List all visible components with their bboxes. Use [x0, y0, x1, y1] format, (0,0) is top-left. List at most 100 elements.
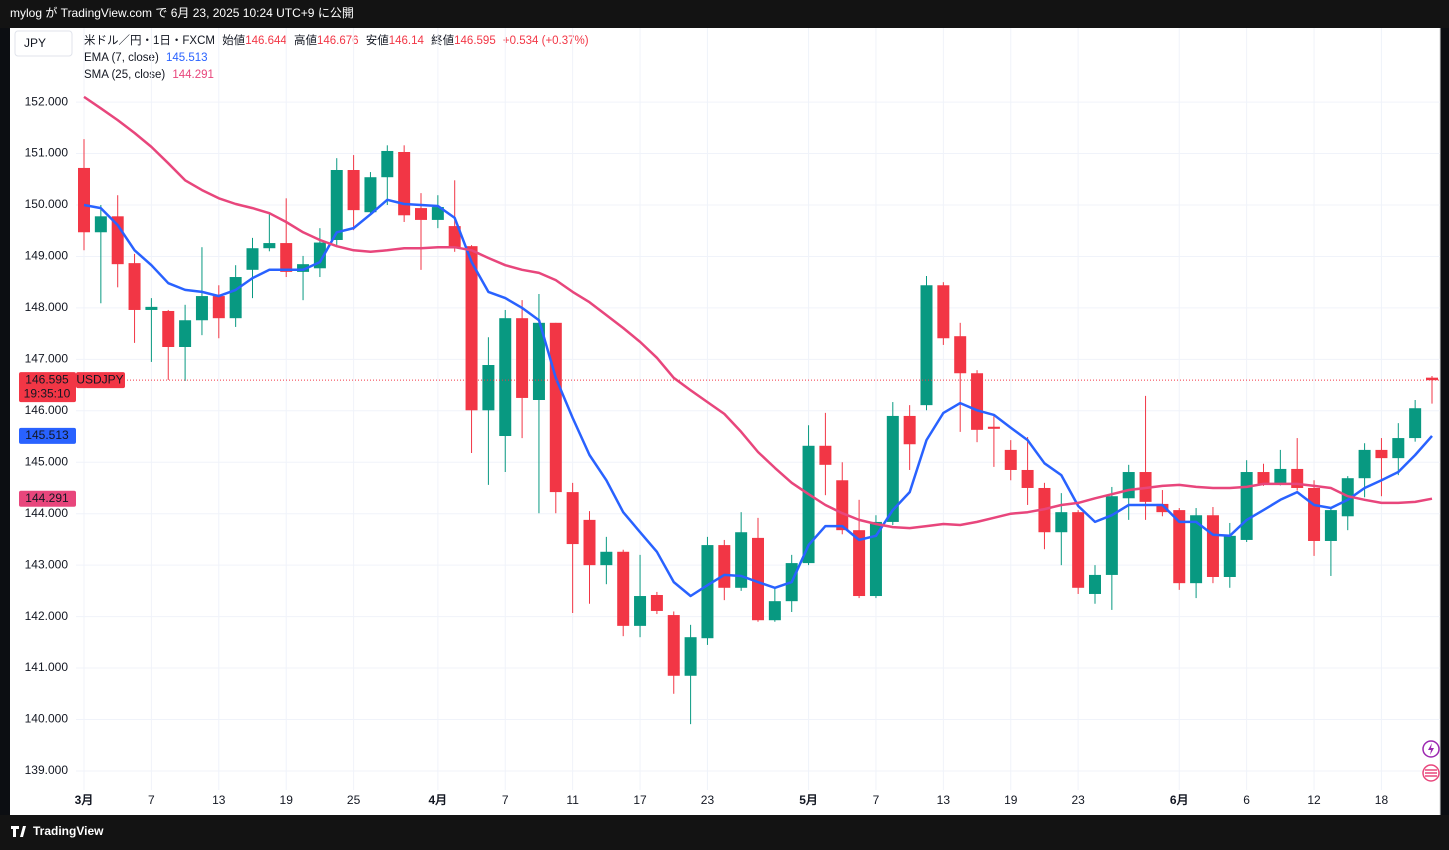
candle-body: [650, 594, 663, 611]
candle-body: [583, 519, 596, 566]
candle-body: [886, 415, 899, 522]
candle-body: [566, 492, 579, 545]
y-tick-label: 143.000: [25, 557, 69, 571]
legend-ohlc: 米ドル／円・1日・FXCM 始値146.644 高値146.676 安値146.…: [84, 33, 589, 47]
candle-body: [229, 277, 242, 319]
y-tick-label: 142.000: [25, 609, 69, 623]
y-tick-label: 145.000: [25, 454, 69, 468]
candle-body: [1122, 472, 1135, 499]
x-tick-label: 23: [1071, 793, 1085, 807]
candle-body: [1156, 503, 1169, 513]
x-tick-label: 3月: [75, 793, 94, 807]
x-tick-label: 7: [502, 793, 509, 807]
candle-body: [1105, 496, 1118, 575]
candle-body: [145, 306, 158, 310]
y-tick-label: 150.000: [25, 197, 69, 211]
low-value: 146.14: [389, 35, 425, 47]
top-bar: [0, 0, 1449, 28]
indicator-tag-label: 144.291: [25, 491, 69, 505]
legend-name: EMA (7, close): [84, 52, 159, 64]
candle-body: [1426, 377, 1438, 381]
candle-body: [903, 415, 916, 445]
candle-body: [1324, 510, 1337, 541]
candle-body: [549, 322, 562, 493]
candle-body: [364, 177, 377, 213]
candle-body: [971, 373, 984, 430]
candle-body: [768, 601, 781, 621]
x-tick-label: 19: [1004, 793, 1018, 807]
candle-body: [532, 322, 545, 400]
candle-body: [246, 248, 259, 270]
logo-icon: [11, 826, 26, 837]
y-tick-label: 139.000: [25, 763, 69, 777]
candle-body: [617, 551, 630, 626]
legend-name: SMA (25, close): [84, 69, 165, 81]
high-label: 高値: [294, 33, 317, 47]
y-tick-label: 148.000: [25, 300, 69, 314]
symbol: 米ドル／円・1日・FXCM: [84, 34, 215, 47]
x-tick-label: 6: [1243, 793, 1250, 807]
candle-body: [195, 296, 208, 321]
candle-body: [297, 264, 310, 272]
event-icon-flag: [1425, 769, 1437, 777]
ticker: USDJPY: [76, 372, 123, 386]
candle-body: [802, 445, 815, 564]
candle-body: [634, 596, 647, 626]
candle-body: [465, 246, 478, 411]
candle-body: [1055, 512, 1068, 533]
candle-body: [684, 637, 697, 676]
footer-brand: TradingView: [33, 824, 104, 838]
y-tick-label: 140.000: [25, 712, 69, 726]
candle-body: [1173, 510, 1186, 584]
candle-body: [398, 151, 411, 216]
close-value: 146.595: [454, 35, 496, 47]
y-tick-label: 144.000: [25, 506, 69, 520]
candle-body: [752, 537, 764, 621]
candle-body: [701, 545, 714, 639]
candle-body: [482, 365, 495, 411]
candle-body: [1257, 472, 1270, 484]
candle-body: [1223, 535, 1236, 577]
candle-body: [987, 426, 1000, 429]
candle-body: [954, 336, 967, 374]
candle-body: [330, 170, 343, 240]
candle-body: [212, 296, 225, 319]
candle-body: [869, 521, 882, 597]
footer-bar: [0, 815, 1449, 850]
y-tick-label: 149.000: [25, 249, 69, 263]
close-label: 終値: [431, 33, 454, 47]
candle-body: [128, 263, 141, 310]
x-tick-label: 23: [701, 793, 715, 807]
candle-body: [1358, 449, 1371, 479]
candle-body: [735, 532, 748, 588]
candle-body: [1004, 449, 1017, 470]
candle-body: [431, 207, 444, 220]
candle-body: [1392, 438, 1405, 459]
indicator-tag: [19, 490, 76, 507]
candle-body: [1308, 487, 1321, 541]
y-tick-label: 141.000: [25, 660, 69, 674]
candle-body: [1190, 515, 1203, 584]
candle-body: [819, 445, 832, 465]
ticker-tag: [76, 372, 125, 389]
candle-body: [1240, 472, 1253, 540]
candle-body: [1206, 515, 1219, 577]
candle-body: [179, 320, 192, 348]
x-tick-label: 13: [212, 793, 226, 807]
x-tick-label: 12: [1307, 793, 1321, 807]
currency-box[interactable]: [14, 30, 73, 57]
candle-body: [448, 226, 461, 249]
candle-body: [1072, 512, 1085, 588]
y-tick-label: 147.000: [25, 352, 69, 366]
candle-body: [78, 167, 90, 233]
plot-background: [10, 28, 1440, 815]
legend-value: 145.513: [166, 52, 208, 64]
x-tick-label: 13: [937, 793, 951, 807]
open-label: 始値: [222, 33, 245, 47]
currency: JPY: [24, 36, 46, 50]
x-tick-label: 11: [566, 793, 579, 807]
high-value: 146.676: [317, 35, 359, 47]
x-tick-label: 25: [347, 793, 361, 807]
